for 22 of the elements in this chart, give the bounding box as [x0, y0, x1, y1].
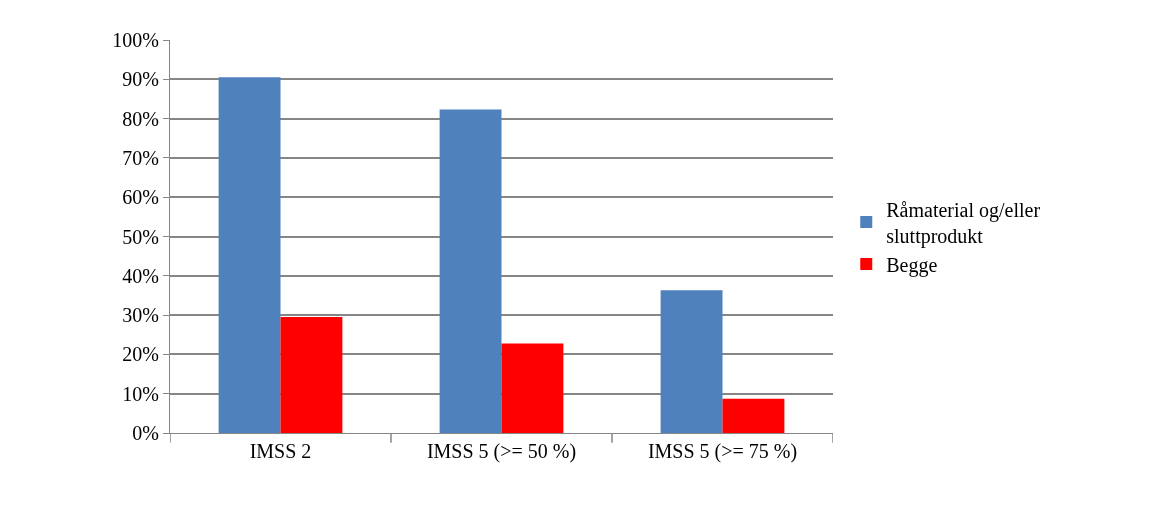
- y-tick-label: 0%: [132, 422, 159, 444]
- y-tick-label: 40%: [122, 264, 159, 287]
- y-tick-label: 60%: [122, 186, 159, 209]
- x-tick-label: IMSS 2: [249, 440, 312, 462]
- y-tick-label: 30%: [122, 304, 159, 327]
- y-tick-label: 20%: [122, 343, 159, 366]
- x-tick-label: IMSS 5 (>= 75 %): [647, 440, 798, 463]
- y-tick-label: 10%: [122, 382, 159, 405]
- bar: [218, 77, 281, 433]
- bar: [439, 109, 502, 433]
- legend-label: Råmaterial og/eller sluttprodukt: [886, 198, 1041, 248]
- y-tick-label: 70%: [122, 146, 159, 169]
- legend-label: Begge: [886, 253, 938, 277]
- y-tick-label: 90%: [122, 68, 159, 91]
- bar: [660, 290, 723, 433]
- bar: [722, 398, 785, 433]
- x-tick-label: IMSS 5 (>= 50 %): [426, 440, 577, 463]
- y-tick-label: 80%: [122, 107, 159, 130]
- bar: [280, 317, 343, 433]
- y-tick-label: 50%: [122, 225, 159, 248]
- y-tick-label: 100%: [112, 29, 159, 51]
- bar: [501, 343, 564, 433]
